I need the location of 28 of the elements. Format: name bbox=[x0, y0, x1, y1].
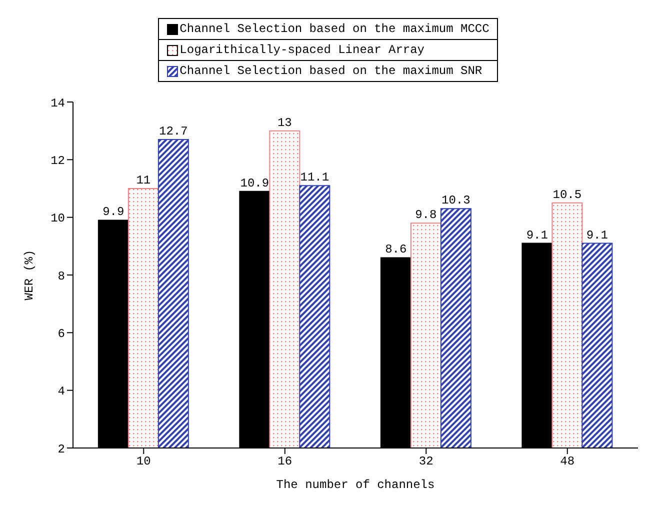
x-tick-label: 10 bbox=[136, 454, 151, 469]
data-label: 13 bbox=[277, 116, 292, 130]
x-axis-title: The number of channels bbox=[276, 478, 435, 492]
legend-label: Logarithically-spaced Linear Array bbox=[180, 43, 425, 57]
data-label: 9.9 bbox=[102, 205, 124, 220]
data-label: 12.7 bbox=[159, 124, 188, 138]
x-tick-label: 48 bbox=[560, 454, 575, 469]
legend-label: Channel Selection based on the maximum SNR bbox=[180, 64, 482, 78]
data-label: 9.1 bbox=[526, 228, 548, 242]
y-tick-label: 10 bbox=[50, 212, 65, 226]
y-tick-label: 12 bbox=[50, 154, 65, 168]
data-label: 10.3 bbox=[442, 194, 470, 208]
y-tick-label: 6 bbox=[58, 326, 65, 341]
data-label: 10.9 bbox=[240, 176, 270, 190]
data-label: 9.1 bbox=[586, 228, 608, 242]
y-tick-label: 14 bbox=[50, 96, 65, 110]
y-tick-label: 4 bbox=[58, 384, 65, 399]
x-tick-label: 16 bbox=[278, 454, 292, 469]
y-tick-label: 2 bbox=[58, 442, 65, 456]
y-tick-label: 8 bbox=[58, 269, 65, 284]
legend-label: Channel Selection based on the maximum MCCC bbox=[180, 22, 490, 36]
data-label: 11 bbox=[136, 174, 151, 188]
data-label: 10.5 bbox=[552, 188, 582, 202]
x-tick-label: 32 bbox=[418, 454, 434, 469]
data-label: 8.6 bbox=[385, 242, 407, 257]
y-axis-title: WER (%) bbox=[22, 250, 36, 300]
data-label: 11.1 bbox=[300, 170, 330, 185]
data-label: 9.8 bbox=[415, 208, 437, 222]
